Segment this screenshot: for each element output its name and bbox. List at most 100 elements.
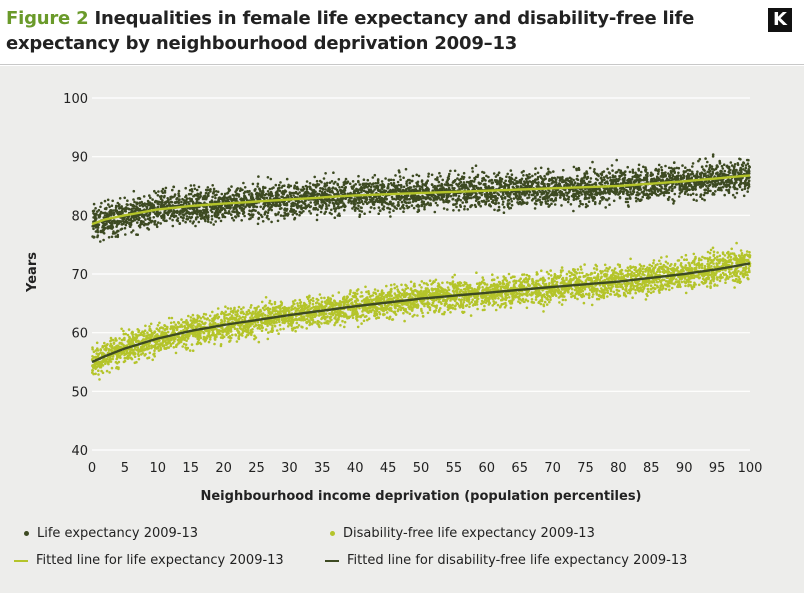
disability-free-point (148, 325, 151, 328)
life-expectancy-point (547, 184, 551, 187)
life-expectancy-point (220, 192, 224, 196)
life-expectancy-point (287, 183, 290, 187)
life-expectancy-point (281, 190, 285, 193)
life-expectancy-point (289, 194, 293, 198)
life-expectancy-point (132, 216, 136, 219)
life-expectancy-point (593, 168, 596, 171)
life-expectancy-point (651, 191, 654, 195)
life-expectancy-point (321, 187, 325, 191)
life-expectancy-point (103, 199, 107, 203)
life-expectancy-point (170, 195, 173, 199)
disability-free-point (153, 349, 156, 353)
life-expectancy-point (617, 168, 621, 172)
life-expectancy-point (411, 200, 415, 203)
life-expectancy-point (189, 184, 193, 187)
disability-free-point (112, 341, 116, 345)
life-expectancy-point (312, 206, 316, 210)
life-expectancy-point (509, 206, 513, 210)
life-expectancy-point (562, 194, 566, 198)
life-expectancy-point (607, 197, 611, 200)
life-expectancy-point (292, 191, 295, 195)
life-expectancy-point (364, 182, 368, 185)
life-expectancy-point (534, 202, 538, 206)
life-expectancy-point (461, 201, 465, 204)
life-expectancy-point (614, 189, 617, 192)
life-expectancy-point (637, 186, 640, 189)
life-expectancy-point (385, 198, 388, 201)
life-expectancy-point (747, 169, 751, 173)
life-expectancy-point (160, 190, 163, 193)
life-expectancy-point (315, 179, 319, 183)
life-expectancy-point (144, 222, 147, 226)
life-expectancy-point (496, 173, 500, 177)
life-expectancy-point (107, 236, 111, 239)
life-expectancy-point (327, 188, 331, 192)
life-expectancy-point (516, 181, 519, 185)
life-expectancy-point (472, 180, 476, 183)
life-expectancy-point (436, 178, 439, 182)
life-expectancy-point (411, 179, 414, 183)
life-expectancy-point (554, 190, 558, 193)
life-expectancy-point (476, 173, 480, 177)
disability-free-point (91, 357, 94, 361)
life-expectancy-point (242, 181, 245, 185)
life-expectancy-point (457, 173, 460, 177)
life-expectancy-point (636, 191, 639, 194)
life-expectancy-point (216, 206, 220, 210)
life-expectancy-point (161, 187, 165, 191)
life-expectancy-point (328, 211, 332, 215)
life-expectancy-point (314, 199, 318, 202)
life-expectancy-point (746, 190, 749, 193)
life-expectancy-point (97, 214, 101, 218)
life-expectancy-point (567, 191, 570, 195)
life-expectancy-point (522, 174, 525, 177)
life-expectancy-point (131, 229, 135, 232)
life-expectancy-point (231, 216, 234, 220)
x-tick-label: 25 (248, 461, 265, 476)
life-expectancy-point (348, 199, 352, 203)
life-expectancy-point (644, 166, 647, 169)
life-expectancy-point (160, 216, 164, 220)
life-expectancy-point (629, 187, 632, 190)
life-expectancy-point (725, 164, 729, 168)
disability-free-point (153, 355, 156, 358)
life-expectancy-point (204, 219, 207, 223)
life-expectancy-point (455, 202, 458, 205)
life-expectancy-point (193, 187, 197, 191)
x-tick-label: 35 (314, 461, 331, 476)
life-expectancy-point (189, 192, 193, 196)
life-expectancy-point (386, 186, 390, 189)
life-expectancy-point (706, 160, 709, 164)
life-expectancy-point (717, 186, 721, 190)
life-expectancy-point (463, 183, 466, 187)
life-expectancy-point (212, 190, 216, 193)
life-expectancy-point (423, 207, 426, 211)
life-expectancy-point (417, 184, 420, 188)
life-expectancy-point (645, 177, 649, 181)
life-expectancy-point (581, 203, 584, 206)
life-expectancy-point (223, 194, 226, 198)
life-expectancy-point (94, 214, 97, 218)
life-expectancy-point (171, 218, 174, 222)
life-expectancy-point (217, 198, 220, 202)
life-expectancy-point (494, 198, 497, 201)
life-expectancy-point (548, 190, 551, 193)
life-expectancy-point (314, 190, 317, 193)
life-expectancy-point (552, 181, 556, 184)
life-expectancy-point (423, 205, 426, 209)
life-expectancy-point (487, 199, 490, 202)
life-expectancy-point (604, 206, 607, 209)
life-expectancy-point (204, 196, 207, 199)
life-expectancy-point (686, 172, 690, 176)
life-expectancy-point (195, 213, 199, 216)
life-expectancy-point (240, 198, 243, 202)
life-expectancy-point (231, 193, 235, 197)
life-expectancy-point (629, 181, 633, 184)
life-expectancy-point (491, 181, 495, 184)
life-expectancy-point (618, 174, 621, 178)
life-expectancy-point (435, 196, 439, 200)
life-expectancy-point (131, 219, 135, 223)
disability-free-point (118, 337, 121, 340)
life-expectancy-point (709, 181, 713, 184)
life-expectancy-point (270, 203, 274, 207)
